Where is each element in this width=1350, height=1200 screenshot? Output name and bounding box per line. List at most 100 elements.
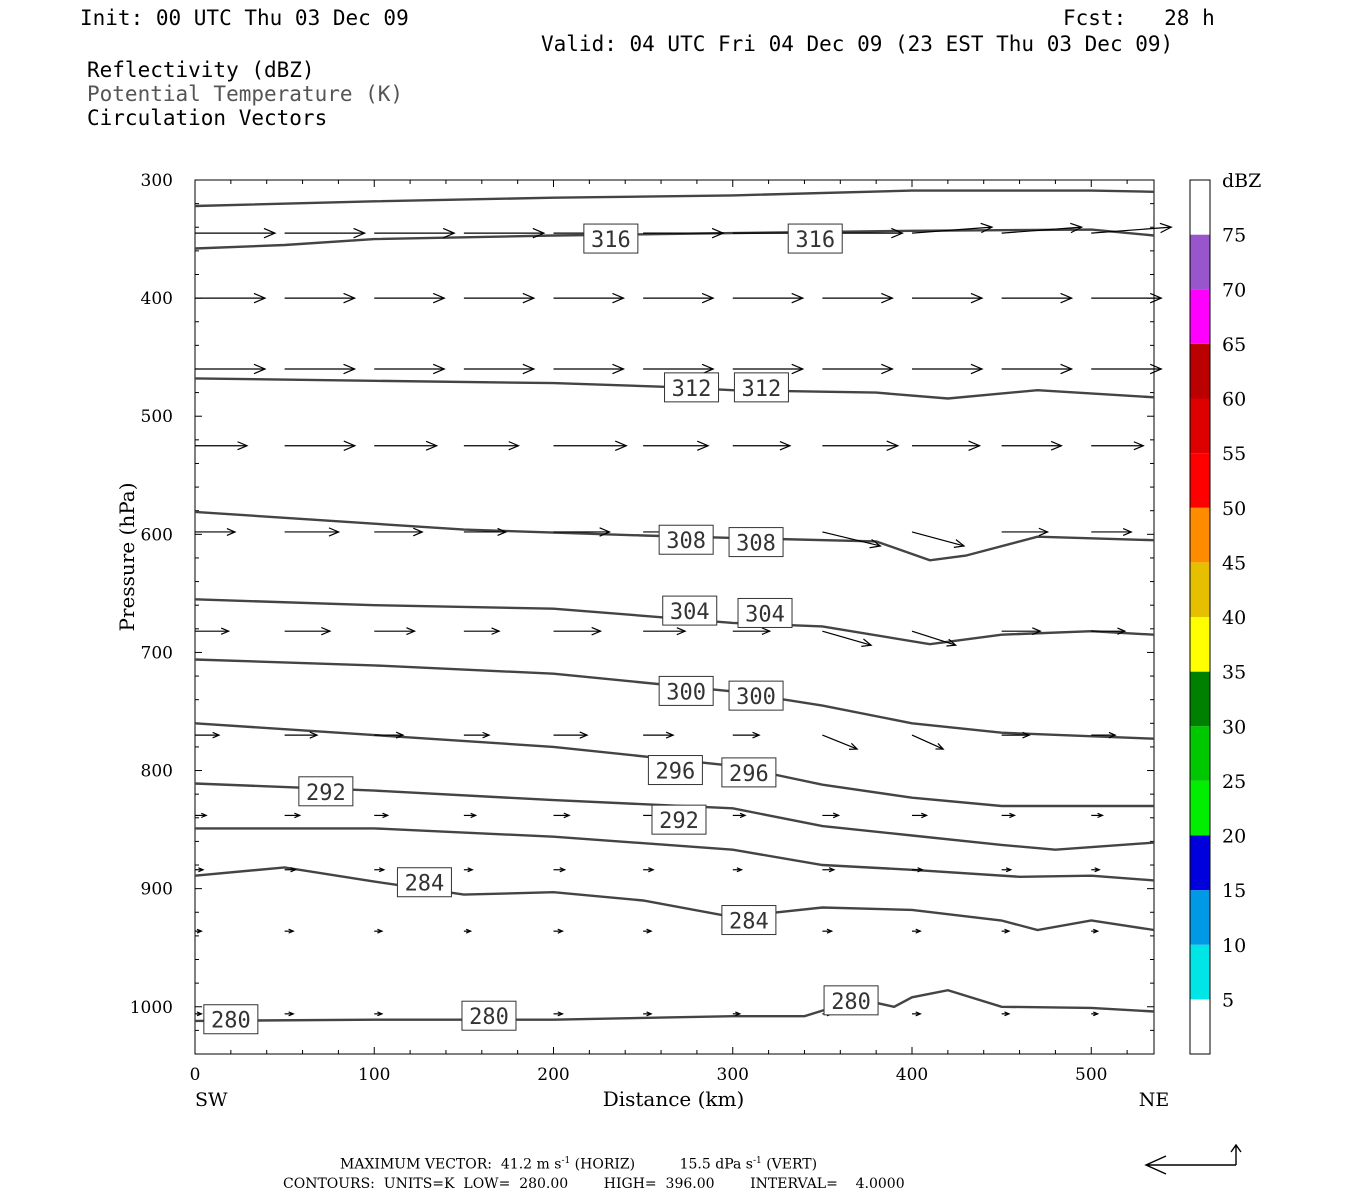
circulation-vector — [463, 527, 508, 537]
vector-head — [1060, 292, 1074, 304]
circulation-vector — [822, 363, 894, 375]
colorbar-segment — [1190, 999, 1210, 1054]
circulation-vector — [1001, 812, 1017, 819]
circulation-vector — [195, 1011, 203, 1017]
vector-head — [599, 527, 612, 537]
colorbar-tick-label: 25 — [1222, 771, 1246, 793]
vector-head — [869, 538, 882, 549]
contour-label-box — [737, 597, 793, 628]
contour-label-text: 308 — [666, 529, 706, 554]
vector-head — [646, 1011, 653, 1017]
field-circulation-vectors: Circulation Vectors — [87, 106, 328, 130]
vector-shaft — [911, 531, 965, 547]
contour-label-text: 284 — [729, 910, 769, 935]
isentrope-304 — [194, 598, 1155, 646]
vector-head — [791, 292, 805, 304]
colorbar-segment — [1190, 671, 1210, 727]
circulation-vector — [732, 292, 805, 304]
circulation-vector — [195, 731, 221, 739]
circulation-vector — [553, 867, 567, 873]
vector-head — [1093, 1011, 1100, 1017]
vector-head — [377, 1011, 384, 1017]
circulation-vector — [732, 627, 772, 636]
vector-head — [382, 812, 390, 819]
vector-head — [1122, 527, 1133, 536]
vector-shaft — [1001, 226, 1082, 234]
vector-head — [532, 227, 546, 239]
colorbar-tick-label: 10 — [1222, 935, 1246, 957]
vector-head — [1097, 812, 1105, 819]
circulation-vector — [912, 363, 984, 375]
colorbar-frame — [1189, 179, 1211, 1055]
field-reflectivity: Reflectivity (dBZ) — [87, 58, 315, 82]
max-vector-horiz-unit: (HORIZ) — [574, 1156, 636, 1173]
vector-head — [395, 731, 405, 739]
colorbar-segment — [1190, 180, 1210, 235]
isentrope-316 — [194, 228, 1155, 250]
vector-head — [253, 292, 267, 304]
contour-label-text: 300 — [736, 685, 776, 710]
field-potential-temperature: Potential Temperature (K) — [87, 82, 404, 106]
circulation-vector — [1001, 222, 1084, 234]
circulation-vector — [643, 1011, 653, 1017]
colorbar-tick-label: 65 — [1222, 334, 1246, 356]
circulation-vector — [1091, 527, 1133, 536]
vector-head — [826, 928, 834, 934]
circulation-vector — [912, 928, 922, 934]
contour-label: 296 — [647, 755, 703, 786]
vector-head — [559, 867, 567, 873]
circulation-vector — [643, 928, 653, 934]
circulation-vector — [284, 928, 295, 934]
contour-label-text: 280 — [831, 990, 871, 1015]
init-time: Init: 00 UTC Thu 03 Dec 09 — [80, 6, 409, 30]
vector-head — [917, 867, 924, 873]
vector-head — [198, 867, 205, 873]
circulation-vector — [643, 731, 675, 739]
contour-label-text: 284 — [405, 872, 445, 897]
circulation-vector — [195, 441, 249, 451]
circulation-vector — [284, 626, 332, 636]
circulation-vector — [1001, 440, 1063, 451]
contour-label: 296 — [721, 757, 777, 788]
vector-head — [881, 363, 894, 375]
vector-head — [557, 928, 565, 934]
vector-head — [697, 440, 710, 451]
circulation-vector — [374, 812, 390, 819]
circulation-vector — [643, 363, 715, 375]
circulation-vector — [822, 867, 836, 873]
vector-head — [470, 812, 478, 819]
vector-head — [970, 363, 984, 375]
colorbar-segment — [1190, 944, 1210, 1000]
x-tick-label: 500 — [1075, 1065, 1107, 1085]
circulation-vector — [732, 731, 761, 739]
contour-label-box — [651, 804, 707, 835]
contour-label-text: 312 — [672, 377, 712, 402]
circulation-vector — [911, 630, 958, 647]
circulation-vector — [1091, 627, 1127, 635]
vector-head — [970, 292, 984, 304]
vector-head — [343, 440, 357, 451]
contour-label: 280 — [461, 1000, 517, 1031]
circulation-vector — [1091, 812, 1105, 819]
circulation-vector — [822, 440, 900, 451]
contour-label: 312 — [664, 372, 720, 403]
vector-head — [1108, 731, 1117, 739]
circulation-vector — [374, 867, 386, 873]
y-tick-label: 500 — [141, 407, 173, 427]
circulation-vector — [463, 867, 474, 873]
circulation-vector — [912, 440, 982, 451]
isentrope-312 — [194, 377, 1155, 400]
contour-label-text: 316 — [591, 228, 631, 253]
vector-head — [328, 527, 341, 537]
contour-label-text: 316 — [795, 228, 835, 253]
contour-label: 280 — [823, 985, 879, 1016]
contour-label-box — [461, 1000, 517, 1031]
vector-head — [676, 627, 687, 636]
contour-label: 292 — [298, 776, 354, 807]
circulation-vector — [822, 630, 873, 647]
circulation-vector — [553, 1011, 565, 1017]
contour-label: 316 — [787, 223, 843, 254]
x-tick-label: 0 — [190, 1065, 201, 1085]
circulation-vector — [284, 867, 297, 873]
circulation-vector — [374, 731, 405, 739]
